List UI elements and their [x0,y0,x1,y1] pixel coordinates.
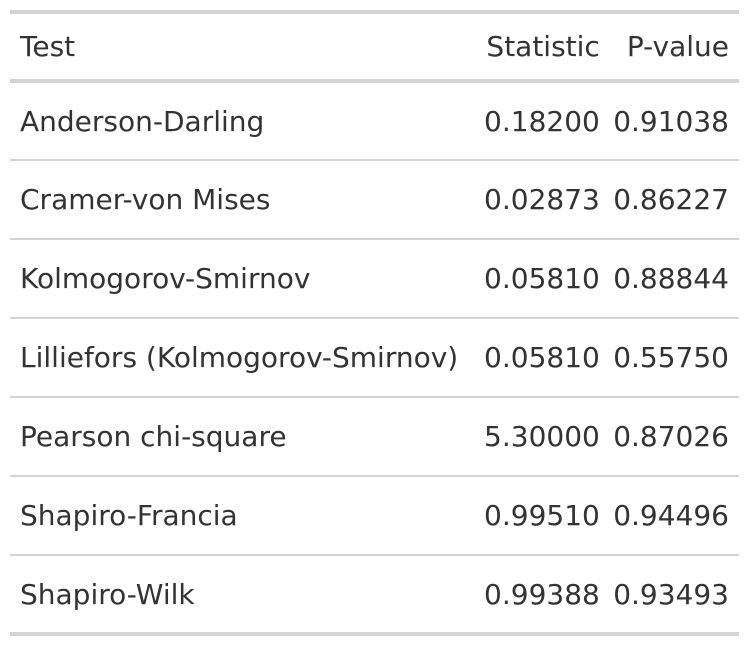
header-test: Test [10,12,473,83]
cell-pvalue: 0.86227 [601,159,739,239]
cell-pvalue: 0.88844 [601,238,739,318]
cell-statistic: 0.99388 [472,554,602,634]
cell-test: Shapiro-Wilk [10,554,473,634]
cell-pvalue: 0.93493 [601,554,739,634]
cell-test: Lilliefors (Kolmogorov-Smirnov) [10,317,473,397]
cell-pvalue: 0.94496 [601,475,739,555]
normality-tests-table: Test Statistic P-value Anderson-Darling … [10,10,739,636]
table-row: Shapiro-Francia 0.99510 0.94496 [10,475,739,555]
header-row: Test Statistic P-value [10,12,739,83]
cell-test: Shapiro-Francia [10,475,473,555]
cell-test: Anderson-Darling [20,104,265,138]
cell-pvalue: 0.55750 [601,317,739,397]
cell-pvalue: 0.91038 [613,104,729,138]
cell-statistic: 0.05810 [472,317,602,397]
cell-statistic: 5.30000 [472,396,602,476]
table-row: Lilliefors (Kolmogorov-Smirnov) 0.05810 … [10,317,739,397]
cell-test: Kolmogorov-Smirnov [10,238,473,318]
table-row: Anderson-Darling 0.18200 0.91038 [10,81,739,160]
cell-statistic: 0.05810 [472,238,602,318]
table-row: Kolmogorov-Smirnov 0.05810 0.88844 [10,238,739,318]
table-header: Test Statistic P-value [10,12,739,83]
cell-pvalue: 0.87026 [601,396,739,476]
cell-test: Pearson chi-square [10,396,473,476]
header-statistic: Statistic [472,12,602,83]
table-row: Shapiro-Wilk 0.99388 0.93493 [10,554,739,634]
cell-statistic: 0.02873 [472,159,602,239]
cell-statistic: 0.99510 [472,475,602,555]
header-pvalue: P-value [601,12,739,83]
cell-test: Cramer-von Mises [10,159,473,239]
table-row: Pearson chi-square 5.30000 0.87026 [10,396,739,476]
table-row: Cramer-von Mises 0.02873 0.86227 [10,159,739,239]
table-body: Anderson-Darling 0.18200 0.91038 Cramer-… [10,81,739,634]
cell-statistic: 0.18200 [484,104,600,138]
